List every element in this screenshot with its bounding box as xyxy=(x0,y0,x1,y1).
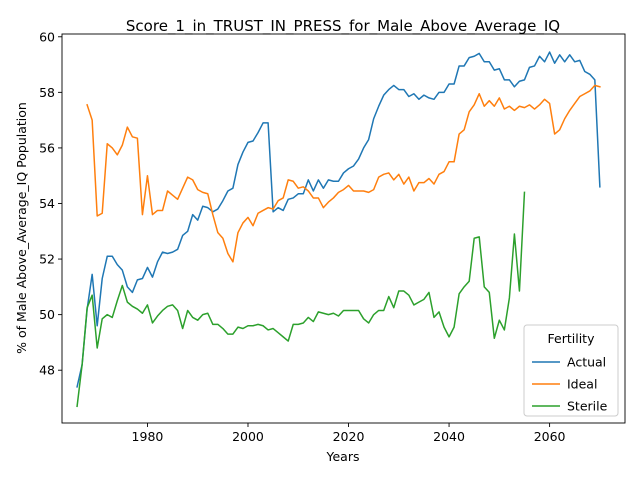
y-tick-label: 50 xyxy=(39,307,55,322)
y-tick-label: 54 xyxy=(39,196,55,211)
series-line-actual xyxy=(76,51,601,388)
legend-box xyxy=(523,324,619,417)
x-axis: 1980 2000 2020 2040 2060 xyxy=(132,423,566,444)
y-tick-label: 52 xyxy=(39,252,55,267)
x-tick-label: 2000 xyxy=(232,429,264,444)
y-tick-label: 60 xyxy=(39,29,55,44)
y-axis-label: % of Male Above_Average_IQ Population xyxy=(14,102,29,354)
legend-title: Fertility xyxy=(548,331,596,346)
plot-area xyxy=(76,51,601,408)
legend-label-actual: Actual xyxy=(567,355,606,370)
legend-label-ideal: Ideal xyxy=(567,377,597,392)
x-tick-label: 2060 xyxy=(534,429,566,444)
legend: Fertility Actual Ideal Sterile xyxy=(523,324,619,417)
chart-title: Score_1_in_TRUST_IN_PRESS_for_Male_Above… xyxy=(126,17,560,36)
plot-frame xyxy=(61,33,626,424)
series-line-sterile xyxy=(76,191,526,408)
y-tick-label: 48 xyxy=(39,363,55,378)
x-tick-label: 2020 xyxy=(333,429,365,444)
series-line-ideal xyxy=(86,84,601,263)
x-tick-label: 1980 xyxy=(132,429,164,444)
x-tick-label: 2040 xyxy=(433,429,465,444)
x-axis-label: Years xyxy=(326,449,360,464)
legend-label-sterile: Sterile xyxy=(567,399,608,414)
y-tick-label: 58 xyxy=(39,85,55,100)
y-tick-label: 56 xyxy=(39,140,55,155)
y-axis: 48 50 52 54 56 58 60 xyxy=(39,29,62,378)
